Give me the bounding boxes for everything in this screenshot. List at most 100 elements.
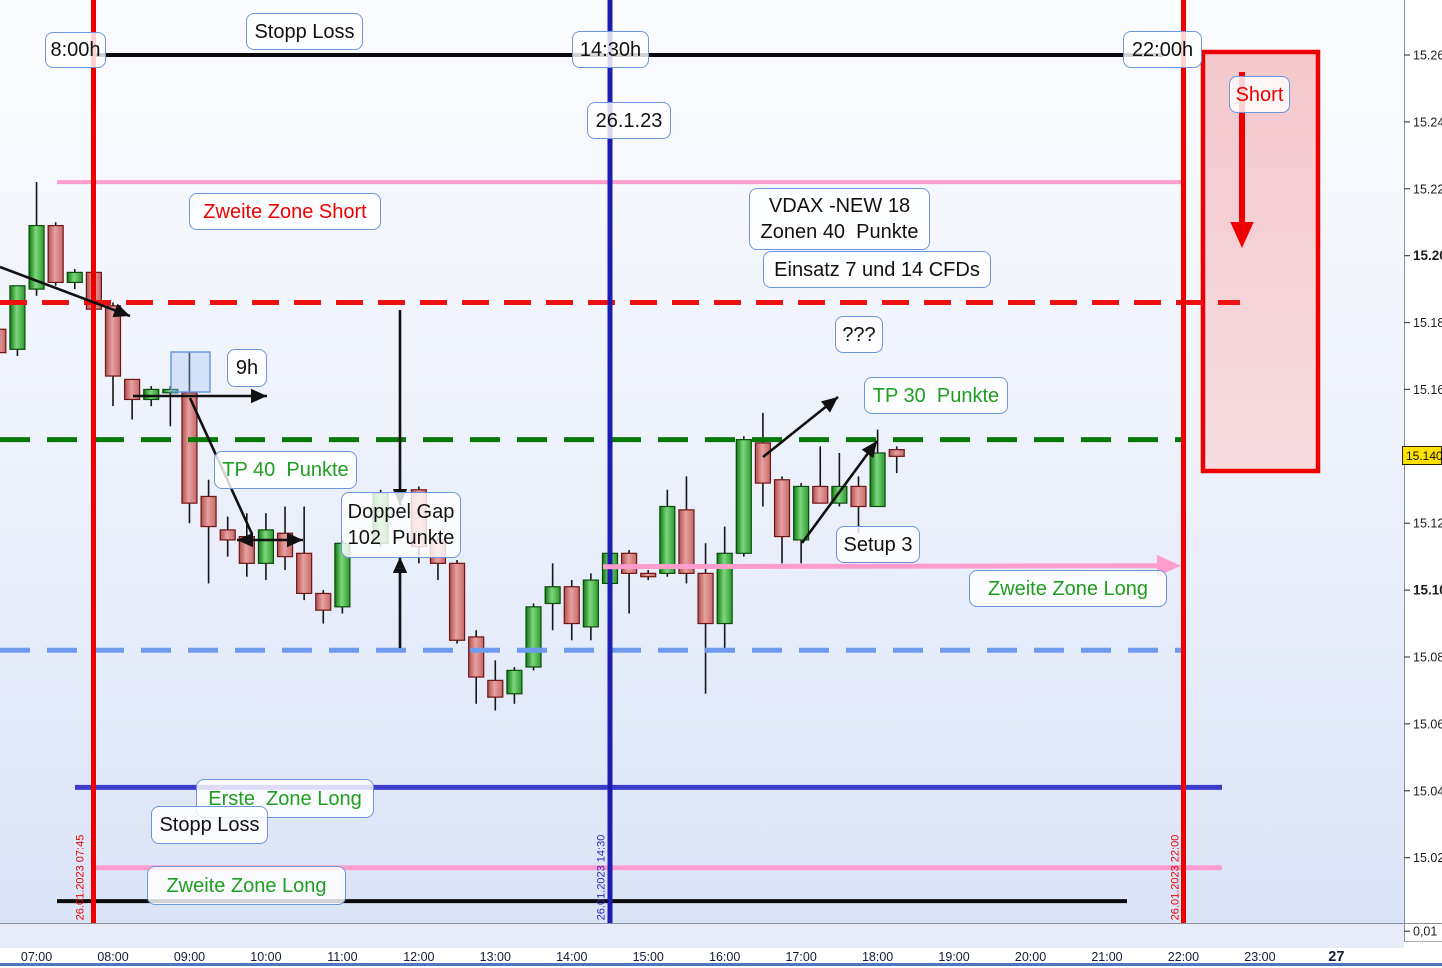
black-arrow[interactable] <box>800 440 879 544</box>
candle-13:00 <box>487 660 504 711</box>
time-tick-23:00: 23:00 <box>1244 950 1275 964</box>
candle-14:15 <box>582 573 599 641</box>
doppel-line2: 102 Punkte <box>347 527 455 549</box>
price-tick-15.260: 15.260 <box>1413 49 1442 63</box>
time-tick-22:00: 22:00 <box>1168 950 1199 964</box>
time-1430-label[interactable]: 14:30h <box>572 31 649 68</box>
short-zone-box[interactable] <box>1200 49 1321 474</box>
price-tick-15.120: 15.120 <box>1413 517 1442 531</box>
vdax-info-label[interactable]: VDAX -NEW 18 Zonen 40 Punkte <box>749 188 930 250</box>
nine-h-highlight-box[interactable] <box>170 351 211 393</box>
session-vlines[interactable] <box>91 0 1186 923</box>
black-arrow[interactable] <box>0 265 131 318</box>
black-arrow[interactable] <box>762 395 839 459</box>
candle-07:00 <box>28 182 45 296</box>
time-tick-20:00: 20:00 <box>1015 950 1046 964</box>
candle-16:45 <box>773 476 791 564</box>
candle-15:45 <box>697 543 714 694</box>
price-tick-15.180: 15.180 <box>1413 316 1442 330</box>
vline-2200-caption: 26.01.2023 22:00 <box>1169 834 1182 921</box>
time-tick-07:00: 07:00 <box>21 950 52 964</box>
time-tick-09:00: 09:00 <box>174 950 205 964</box>
black-arrow[interactable] <box>392 310 408 505</box>
candle-15:15 <box>659 489 676 577</box>
time-tick-14:00: 14:00 <box>556 950 587 964</box>
time-tick-18:00: 18:00 <box>862 950 893 964</box>
zweite-zone-long-mid-label[interactable]: Zweite Zone Long <box>969 570 1167 607</box>
candle-08:00 <box>104 302 122 407</box>
candle-07:15 <box>47 222 64 286</box>
candle-15:00 <box>640 570 657 581</box>
doppel-gap-label[interactable]: Doppel Gap 102 Punkte <box>341 492 461 558</box>
einsatz-label[interactable]: Einsatz 7 und 14 CFDs <box>763 251 991 288</box>
candle-12:30 <box>448 560 466 644</box>
zweite-zone-short-label[interactable]: Zweite Zone Short <box>189 193 381 230</box>
time-tick-19:00: 19:00 <box>938 950 969 964</box>
axis-frame <box>0 0 1442 942</box>
price-tick-15.040: 15.040 <box>1413 784 1442 798</box>
black-arrow[interactable] <box>133 388 267 404</box>
candle-13:15 <box>506 667 523 704</box>
candle-18:00 <box>869 429 886 508</box>
nine-h-label[interactable]: 9h <box>227 349 267 387</box>
time-tick-27: 27 <box>1328 949 1344 965</box>
time-tick-16:00: 16:00 <box>709 950 740 964</box>
last-price-tag: 15.140 <box>1402 446 1442 465</box>
candle-18:15 <box>888 446 905 474</box>
vdax-line2: Zonen 40 Punkte <box>760 221 919 243</box>
price-tick-15.160: 15.160 <box>1413 383 1442 397</box>
question-label[interactable]: ??? <box>835 316 883 353</box>
stopp-loss-long-label[interactable]: Stopp Loss <box>151 806 268 844</box>
candle-09:15 <box>200 479 217 584</box>
stopp-loss-short-label[interactable]: Stopp Loss <box>246 13 363 50</box>
price-tick-15.060: 15.060 <box>1413 717 1442 731</box>
candle-17:45 <box>850 476 867 534</box>
candle-17:15 <box>812 446 829 504</box>
candle-16:00 <box>716 526 733 651</box>
candle-10:30 <box>296 506 313 601</box>
candle-09:30 <box>219 516 236 557</box>
short-zone-label[interactable]: Short <box>1229 76 1290 113</box>
erste-zone-long-label[interactable]: Erste Zone Long <box>196 779 374 818</box>
candle-16:15 <box>735 436 752 557</box>
time-tick-17:00: 17:00 <box>785 950 816 964</box>
time-tick-12:00: 12:00 <box>403 950 434 964</box>
time-2200-label[interactable]: 22:00h <box>1123 31 1202 68</box>
time-tick-15:00: 15:00 <box>633 950 664 964</box>
price-tick-15.240: 15.240 <box>1413 115 1442 129</box>
doppel-line1: Doppel Gap <box>347 501 455 523</box>
vline-0745-caption: 26.01.2023 07:45 <box>74 834 87 921</box>
candle-07:30 <box>66 269 83 290</box>
price-tick-15.020: 15.020 <box>1413 851 1442 865</box>
time-0800-label[interactable]: 8:00h <box>45 32 106 68</box>
black-arrow[interactable] <box>237 532 303 548</box>
candle-14:45 <box>621 549 638 614</box>
vline-1430-caption: 26.01.2023 14:30 <box>595 834 608 921</box>
candle-13:45 <box>544 563 561 631</box>
candle-06:45 <box>9 285 26 356</box>
date-label[interactable]: 26.1.23 <box>587 102 671 139</box>
window-bottom-bar <box>0 963 1442 966</box>
price-tick-15.220: 15.220 <box>1413 182 1442 196</box>
tp40-label[interactable]: TP 40 Punkte <box>214 451 357 489</box>
price-axis[interactable]: 15.260 15.240 15.220 15.20 15.180 15.160 15.14… <box>1404 49 1442 939</box>
price-tick-15.20: 15.20 <box>1413 248 1442 263</box>
candles <box>0 182 905 711</box>
time-tick-21:00: 21:00 <box>1091 950 1122 964</box>
price-tick-15.10: 15.10 <box>1413 583 1442 598</box>
candle-12:45 <box>468 630 485 704</box>
candle-08:15 <box>124 378 141 420</box>
price-tick-15.080: 15.080 <box>1413 650 1442 664</box>
time-axis[interactable]: 07:00 08:00 09:00 10:00 11:00 12:00 13:00 14:00… <box>21 949 1345 965</box>
time-tick-11:00: 11:00 <box>327 950 357 964</box>
zweite-zone-long-bottom-label[interactable]: Zweite Zone Long <box>147 866 346 905</box>
tp30-label[interactable]: TP 30 Punkte <box>864 377 1008 414</box>
time-tick-08:00: 08:00 <box>97 950 128 964</box>
candle-13:30 <box>525 603 542 671</box>
candle-17:00 <box>793 483 810 564</box>
setup3-label[interactable]: Setup 3 <box>836 526 920 563</box>
black-arrow[interactable] <box>392 557 408 648</box>
vdax-line1: VDAX -NEW 18 <box>768 195 911 217</box>
